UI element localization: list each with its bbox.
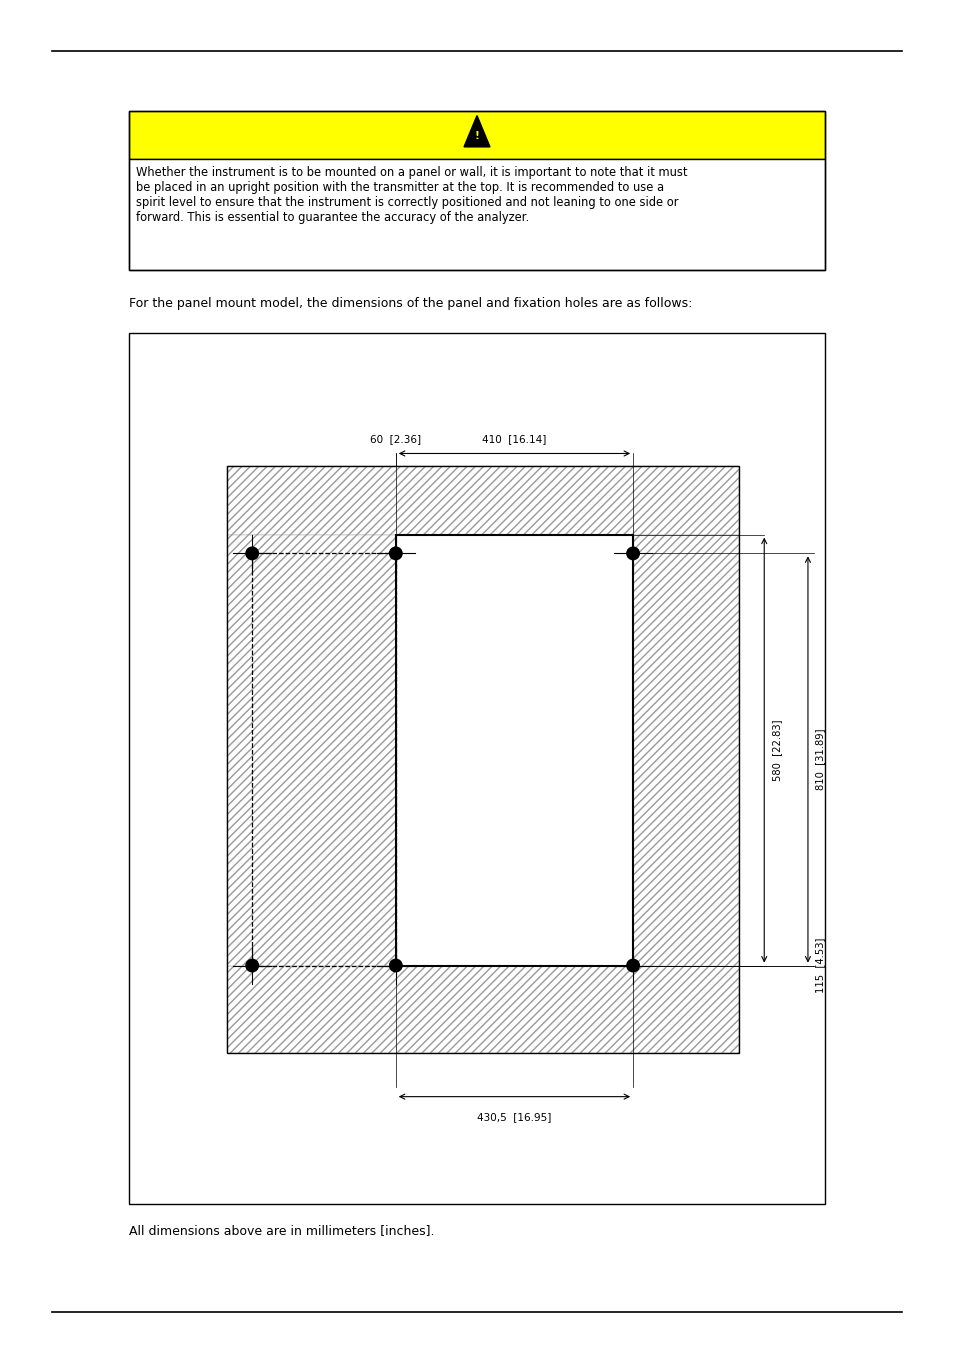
Bar — [129, 333, 824, 1204]
Bar — [227, 466, 739, 1053]
Polygon shape — [463, 116, 490, 147]
Bar — [129, 111, 824, 270]
Text: For the panel mount model, the dimensions of the panel and fixation holes are as: For the panel mount model, the dimension… — [129, 297, 692, 310]
Text: !: ! — [474, 131, 479, 142]
Text: 430,5  [16.95]: 430,5 [16.95] — [476, 1111, 551, 1122]
Text: 580  [22.83]: 580 [22.83] — [771, 720, 781, 780]
Bar — [633, 535, 739, 965]
Text: 810  [31.89]: 810 [31.89] — [815, 729, 824, 790]
Text: 410  [16.14]: 410 [16.14] — [482, 435, 546, 444]
Text: 115  [4.53]: 115 [4.53] — [815, 938, 824, 994]
Bar — [227, 466, 739, 535]
Circle shape — [246, 960, 258, 972]
Bar — [129, 159, 824, 270]
Circle shape — [389, 960, 401, 972]
Bar — [395, 535, 633, 965]
Text: All dimensions above are in millimeters [inches].: All dimensions above are in millimeters … — [129, 1223, 434, 1237]
Bar — [129, 111, 824, 159]
Circle shape — [626, 547, 639, 560]
Text: Whether the instrument is to be mounted on a panel or wall, it is important to n: Whether the instrument is to be mounted … — [136, 166, 687, 224]
Circle shape — [389, 547, 401, 560]
Bar — [227, 965, 739, 1053]
Circle shape — [246, 547, 258, 560]
Bar — [227, 535, 395, 965]
Circle shape — [626, 960, 639, 972]
Text: 60  [2.36]: 60 [2.36] — [370, 435, 421, 444]
